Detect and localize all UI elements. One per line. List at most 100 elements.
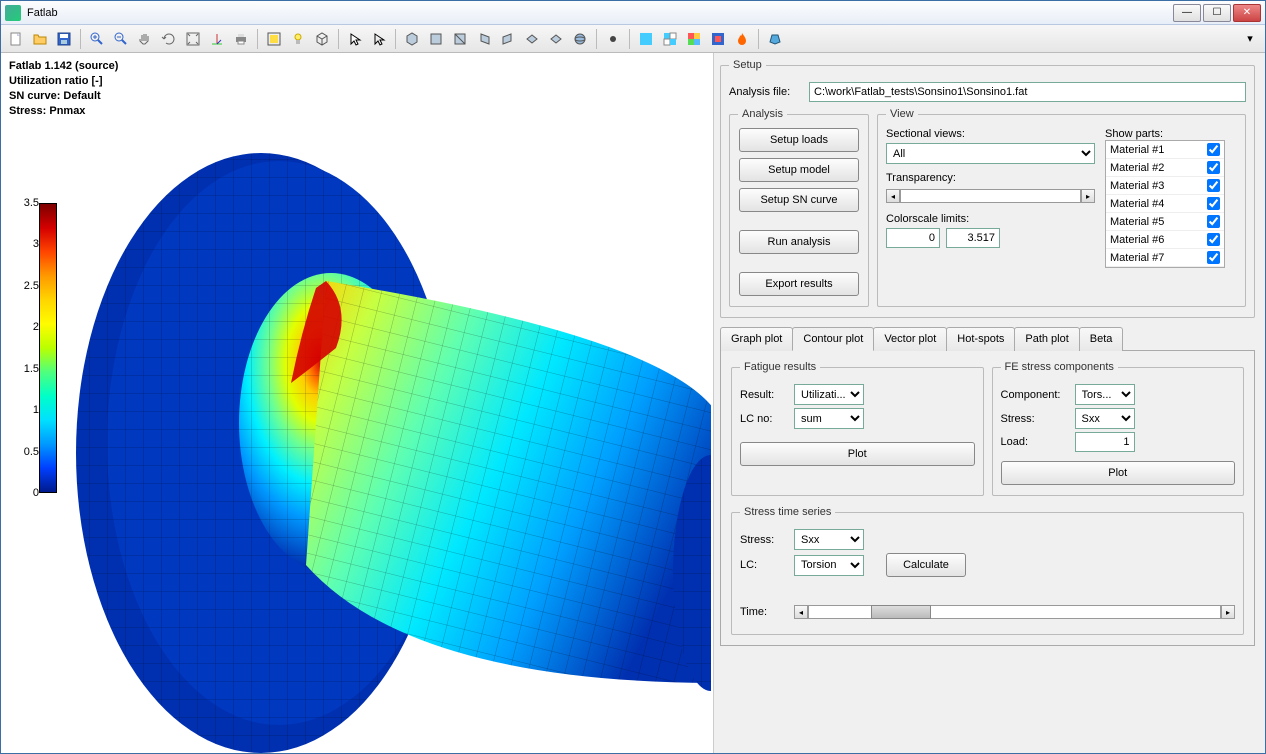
zoom-in-icon[interactable] xyxy=(86,28,108,50)
material-row[interactable]: Material #1 xyxy=(1106,141,1224,159)
colorbar: 3.532.521.510.50 xyxy=(25,203,65,493)
material-checkbox[interactable] xyxy=(1207,233,1220,246)
save-file-icon[interactable] xyxy=(53,28,75,50)
cube-outline-icon[interactable] xyxy=(311,28,333,50)
material-row[interactable]: Material #2 xyxy=(1106,159,1224,177)
app-window: Fatlab — ☐ ✕ xyxy=(0,0,1266,754)
analysis-file-input[interactable] xyxy=(809,82,1246,102)
transparency-slider[interactable]: ◂▸ xyxy=(886,187,1095,205)
flame-icon[interactable] xyxy=(731,28,753,50)
colorbar-tick: 3 xyxy=(19,238,39,250)
axes-icon[interactable] xyxy=(206,28,228,50)
materials-list[interactable]: Material #1Material #2Material #3Materia… xyxy=(1105,140,1225,268)
material-checkbox[interactable] xyxy=(1207,197,1220,210)
fatigue-results-group: Fatigue results Result:Utilizati... LC n… xyxy=(731,361,984,496)
view-back-icon[interactable] xyxy=(449,28,471,50)
run-analysis-button[interactable]: Run analysis xyxy=(739,230,859,254)
colorscale-min-input[interactable] xyxy=(886,228,940,248)
light-icon[interactable] xyxy=(287,28,309,50)
toolbar: ▾ xyxy=(1,25,1265,53)
sts-stress-select[interactable]: Sxx xyxy=(794,529,864,550)
transparency-label: Transparency: xyxy=(886,172,1095,184)
colorbar-tick: 3.5 xyxy=(19,197,39,209)
analysis-file-label: Analysis file: xyxy=(729,86,803,98)
material-row[interactable]: Material #6 xyxy=(1106,231,1224,249)
tab-vector-plot[interactable]: Vector plot xyxy=(873,327,947,351)
palette3-icon[interactable] xyxy=(683,28,705,50)
tab-path-plot[interactable]: Path plot xyxy=(1014,327,1079,351)
material-checkbox[interactable] xyxy=(1207,179,1220,192)
chevron-down-icon[interactable]: ▾ xyxy=(1239,28,1261,50)
result-select[interactable]: Utilizati... xyxy=(794,384,864,405)
material-row[interactable]: Material #7 xyxy=(1106,249,1224,267)
tab-contour-plot[interactable]: Contour plot xyxy=(792,327,874,351)
maximize-button[interactable]: ☐ xyxy=(1203,4,1231,22)
palette4-icon[interactable] xyxy=(707,28,729,50)
pan-icon[interactable] xyxy=(134,28,156,50)
mesh-render xyxy=(71,123,711,753)
close-button[interactable]: ✕ xyxy=(1233,4,1261,22)
sectional-views-select[interactable]: All xyxy=(886,143,1095,164)
export-results-button[interactable]: Export results xyxy=(739,272,859,296)
rotate-icon[interactable] xyxy=(158,28,180,50)
help-icon[interactable] xyxy=(764,28,786,50)
lc-no-select[interactable]: sum xyxy=(794,408,864,429)
view-top-icon[interactable] xyxy=(521,28,543,50)
setup-loads-button[interactable]: Setup loads xyxy=(739,128,859,152)
show-parts-label: Show parts: xyxy=(1105,128,1237,140)
material-row[interactable]: Material #4 xyxy=(1106,195,1224,213)
tab-graph-plot[interactable]: Graph plot xyxy=(720,327,793,351)
open-file-icon[interactable] xyxy=(29,28,51,50)
fit-view-icon[interactable] xyxy=(182,28,204,50)
tab-content: Fatigue results Result:Utilizati... LC n… xyxy=(720,351,1255,646)
material-checkbox[interactable] xyxy=(1207,143,1220,156)
view-left-icon[interactable] xyxy=(473,28,495,50)
view-front-icon[interactable] xyxy=(425,28,447,50)
component-select[interactable]: Tors... xyxy=(1075,384,1135,405)
palette2-icon[interactable] xyxy=(659,28,681,50)
colorscale-label: Colorscale limits: xyxy=(886,213,1095,225)
load-input[interactable] xyxy=(1075,432,1135,452)
colorscale-max-input[interactable] xyxy=(946,228,1000,248)
setup-sn-button[interactable]: Setup SN curve xyxy=(739,188,859,212)
view-bottom-icon[interactable] xyxy=(545,28,567,50)
fe-stress-select[interactable]: Sxx xyxy=(1075,408,1135,429)
view-group: View Sectional views: All Transparency: … xyxy=(877,108,1246,307)
cursor-icon[interactable] xyxy=(344,28,366,50)
fatigue-plot-button[interactable]: Plot xyxy=(740,442,975,466)
material-checkbox[interactable] xyxy=(1207,161,1220,174)
sts-lc-select[interactable]: Torsion xyxy=(794,555,864,576)
view-right-icon[interactable] xyxy=(497,28,519,50)
window-title: Fatlab xyxy=(27,7,1173,19)
overlay-info: Fatlab 1.142 (source) Utilization ratio … xyxy=(9,59,118,118)
setup-model-button[interactable]: Setup model xyxy=(739,158,859,182)
model-viewport[interactable]: Fatlab 1.142 (source) Utilization ratio … xyxy=(1,53,713,753)
dot-icon[interactable] xyxy=(602,28,624,50)
colorbar-tick: 2.5 xyxy=(19,280,39,292)
tab-hot-spots[interactable]: Hot-spots xyxy=(946,327,1015,351)
colorbar-tick: 1.5 xyxy=(19,363,39,375)
calculate-button[interactable]: Calculate xyxy=(886,553,966,577)
sphere-icon[interactable] xyxy=(569,28,591,50)
colorbar-tick: 2 xyxy=(19,321,39,333)
palette1-icon[interactable] xyxy=(635,28,657,50)
fe-plot-button[interactable]: Plot xyxy=(1001,461,1236,485)
material-checkbox[interactable] xyxy=(1207,215,1220,228)
view-iso-icon[interactable] xyxy=(401,28,423,50)
material-checkbox[interactable] xyxy=(1207,251,1220,264)
zoom-out-icon[interactable] xyxy=(110,28,132,50)
new-file-icon[interactable] xyxy=(5,28,27,50)
time-slider[interactable]: ◂▸ xyxy=(794,603,1235,621)
select-icon[interactable] xyxy=(368,28,390,50)
minimize-button[interactable]: — xyxy=(1173,4,1201,22)
stress-time-series-group: Stress time series Stress: Sxx LC: Torsi… xyxy=(731,506,1244,635)
setup-group: Setup Analysis file: Analysis Setup load… xyxy=(720,59,1255,318)
tab-beta[interactable]: Beta xyxy=(1079,327,1124,351)
titlebar[interactable]: Fatlab — ☐ ✕ xyxy=(1,1,1265,25)
print-icon[interactable] xyxy=(230,28,252,50)
control-panel: Setup Analysis file: Analysis Setup load… xyxy=(713,53,1265,753)
contour-box-icon[interactable] xyxy=(263,28,285,50)
sectional-views-label: Sectional views: xyxy=(886,128,1095,140)
material-row[interactable]: Material #5 xyxy=(1106,213,1224,231)
material-row[interactable]: Material #3 xyxy=(1106,177,1224,195)
